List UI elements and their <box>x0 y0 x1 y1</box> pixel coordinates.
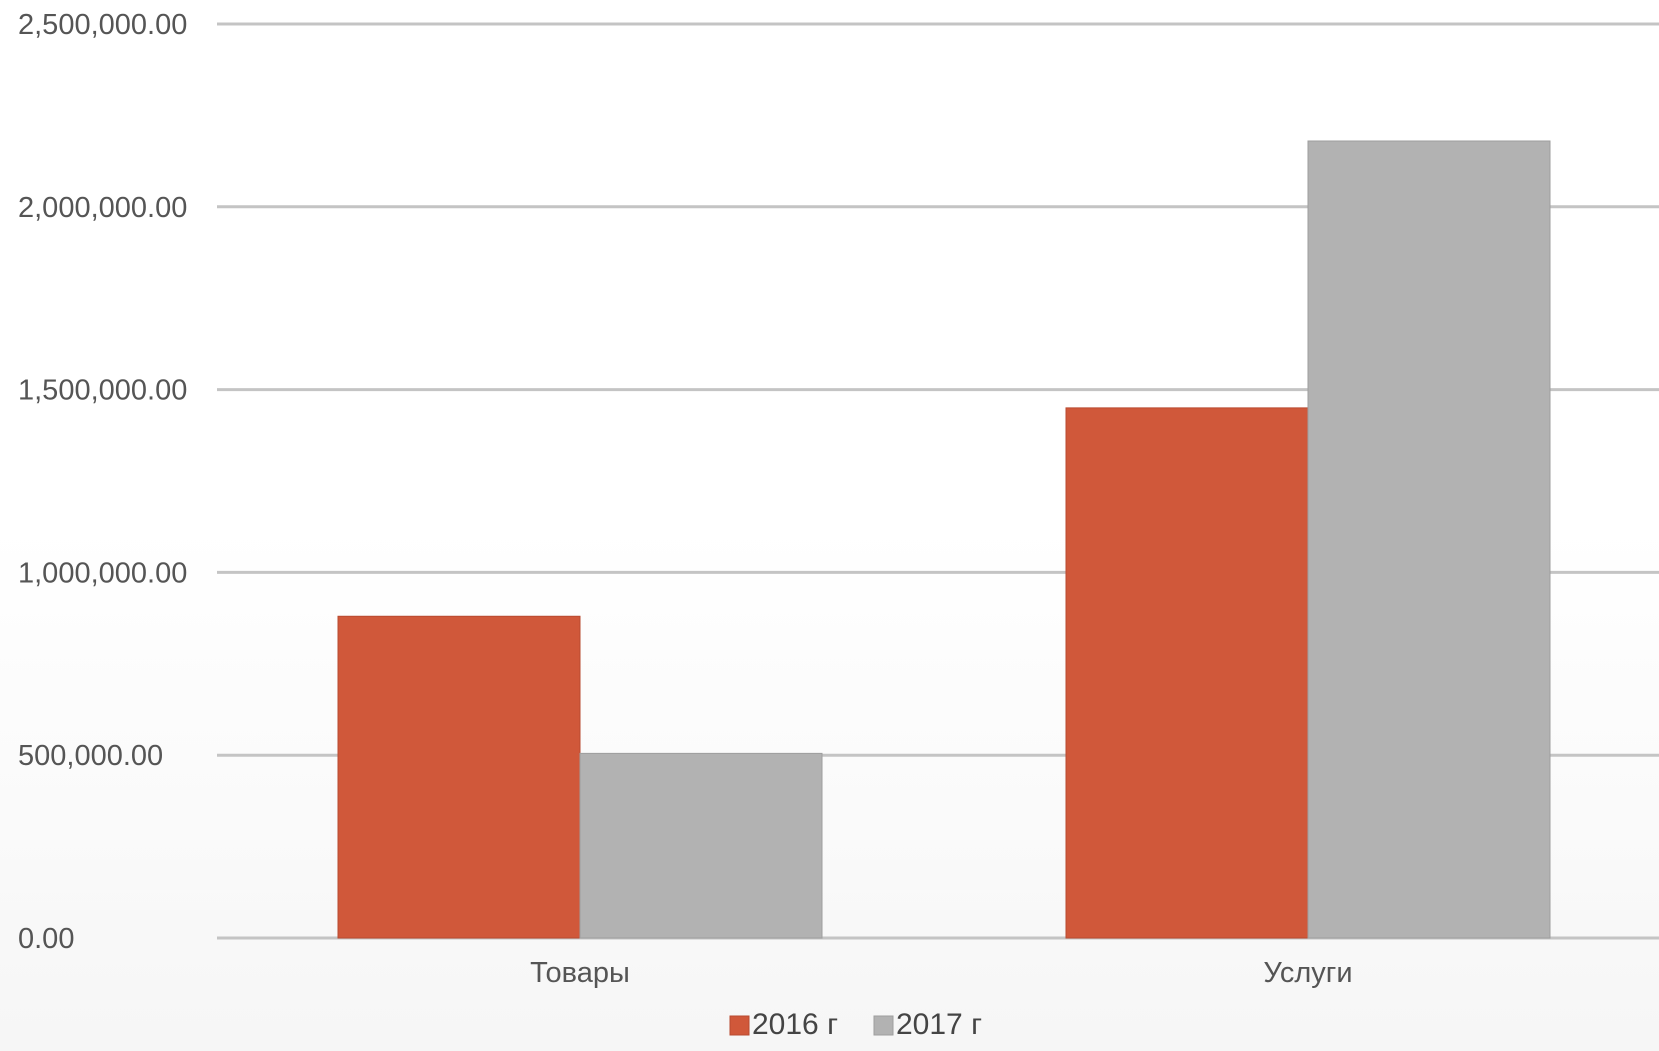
y-tick-label: 2,000,000.00 <box>18 192 187 224</box>
y-tick-label: 2,500,000.00 <box>18 9 187 41</box>
bars <box>337 140 1551 939</box>
bar-series1-cat1 <box>337 615 581 939</box>
legend: 2016 г 2017 г <box>729 1008 982 1041</box>
legend-label: 2017 г <box>896 1008 982 1041</box>
bar-series2-cat1 <box>579 752 823 939</box>
y-tick-label: 500,000.00 <box>18 740 163 772</box>
y-tick-label: 0.00 <box>18 923 74 955</box>
y-axis-tick-labels: 0.00 500,000.00 1,000,000.00 1,500,000.00 2,… <box>18 9 187 955</box>
legend-swatch <box>873 1015 894 1036</box>
x-axis-category-labels: Товары Услуги <box>530 957 1352 989</box>
y-tick-label: 1,500,000.00 <box>18 375 187 407</box>
x-category-label: Услуги <box>1263 957 1352 989</box>
bar-series2-cat2 <box>1307 140 1551 939</box>
y-tick-label: 1,000,000.00 <box>18 557 187 589</box>
x-category-label: Товары <box>530 957 630 989</box>
legend-swatch <box>729 1015 750 1036</box>
legend-label: 2016 г <box>752 1008 838 1041</box>
bar-series1-cat2 <box>1065 407 1309 939</box>
